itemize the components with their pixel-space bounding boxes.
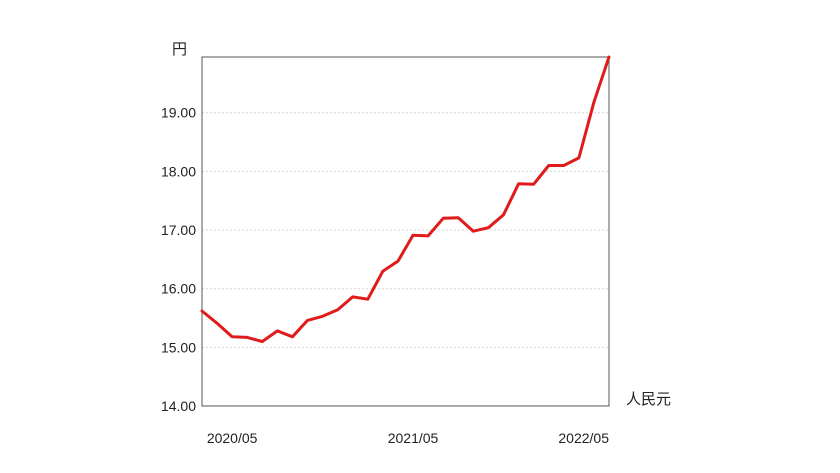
series-line bbox=[200, 55, 611, 343]
x-axis-unit-label: 人民元 bbox=[626, 391, 671, 408]
y-tick-label: 16.00 bbox=[161, 281, 196, 297]
y-axis-unit-label: 円 bbox=[172, 41, 187, 58]
y-tick-label: 17.00 bbox=[161, 222, 196, 238]
x-axis-ticks: 2020/05 2021/05 2022/05 bbox=[207, 430, 609, 446]
x-tick-label: 2022/05 bbox=[558, 430, 609, 446]
y-axis-ticks: 14.00 15.00 16.00 17.00 18.00 19.00 bbox=[161, 105, 196, 414]
x-tick-label: 2020/05 bbox=[207, 430, 258, 446]
y-tick-label: 14.00 bbox=[161, 398, 196, 414]
y-tick-label: 19.00 bbox=[161, 105, 196, 121]
plot-frame bbox=[201, 56, 610, 407]
x-tick-label: 2021/05 bbox=[388, 430, 439, 446]
y-tick-label: 18.00 bbox=[161, 163, 196, 179]
y-tick-label: 15.00 bbox=[161, 339, 196, 355]
series-layer bbox=[200, 55, 611, 343]
grid-lines bbox=[202, 112, 609, 348]
